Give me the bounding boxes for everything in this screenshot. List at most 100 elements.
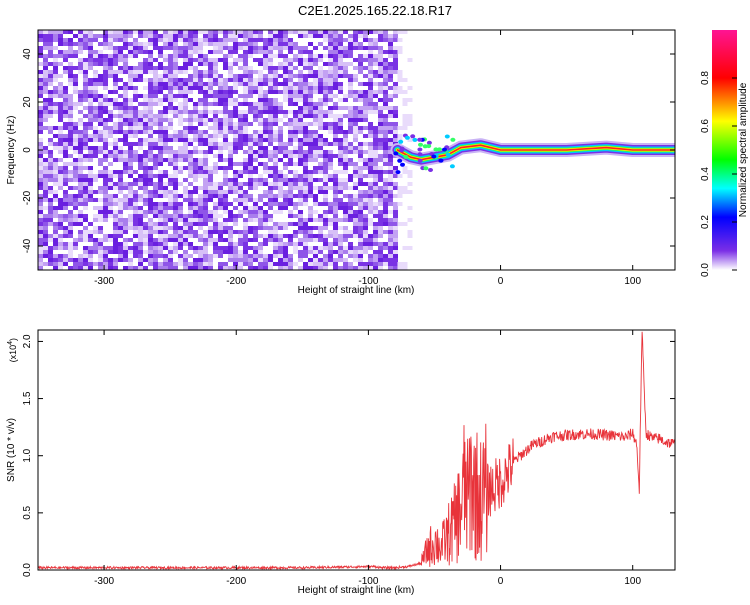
- heatmap-cell: [283, 222, 288, 226]
- heatmap-cell: [263, 110, 268, 114]
- heatmap-cell: [133, 218, 138, 222]
- heatmap-cell: [313, 150, 318, 154]
- heatmap-cell: [193, 74, 198, 78]
- heatmap-cell: [208, 142, 213, 146]
- heatmap-cell: [273, 98, 278, 102]
- heatmap-cell: [203, 202, 208, 206]
- heatmap-cell: [193, 106, 198, 110]
- heatmap-cell: [373, 186, 378, 190]
- heatmap-cell: [368, 66, 373, 70]
- heatmap-cell: [103, 154, 108, 158]
- heatmap-cell: [48, 102, 53, 106]
- heatmap-cell: [118, 70, 123, 74]
- heatmap-cell: [183, 198, 188, 202]
- heatmap-cell: [233, 110, 238, 114]
- heatmap-cell: [228, 142, 233, 146]
- heatmap-cell: [208, 42, 213, 46]
- heatmap-cell: [308, 250, 313, 254]
- heatmap-cell: [388, 262, 393, 266]
- heatmap-cell: [38, 130, 43, 134]
- heatmap-cell: [393, 38, 398, 42]
- heatmap-cell: [83, 134, 88, 138]
- heatmap-cell: [273, 226, 278, 230]
- heatmap-cell: [178, 234, 183, 238]
- heatmap-cell: [188, 218, 193, 222]
- heatmap-cell: [263, 46, 268, 50]
- heatmap-cell: [98, 106, 103, 110]
- x-tick-label: -200: [226, 276, 246, 287]
- heatmap-cell: [388, 174, 393, 178]
- heatmap-cell: [128, 266, 133, 270]
- heatmap-cell: [383, 218, 388, 222]
- heatmap-cell: [53, 162, 58, 166]
- heatmap-cell: [273, 46, 278, 50]
- heatmap-cell: [378, 174, 383, 178]
- heatmap-cell: [303, 62, 308, 66]
- heatmap-cell: [53, 30, 58, 34]
- heatmap-cell: [58, 206, 63, 210]
- heatmap-cell: [373, 226, 378, 230]
- heatmap-cell: [143, 258, 148, 262]
- heatmap-cell: [238, 142, 243, 146]
- heatmap-cell: [258, 258, 263, 262]
- heatmap-cell: [378, 258, 383, 262]
- heatmap-cell: [407, 138, 413, 142]
- heatmap-cell: [108, 114, 113, 118]
- colorbar-label: Normalized spectral amplitude: [738, 82, 749, 217]
- heatmap-cell: [153, 46, 158, 50]
- heatmap-cell: [273, 110, 278, 114]
- heatmap-cell: [188, 90, 193, 94]
- heatmap-cell: [98, 58, 103, 62]
- heatmap-cell: [333, 134, 338, 138]
- heatmap-cell: [88, 154, 93, 158]
- heatmap-cell: [253, 38, 258, 42]
- heatmap-cell: [238, 126, 243, 130]
- heatmap-cell: [397, 50, 403, 54]
- heatmap-cell: [98, 226, 103, 230]
- heatmap-cell: [138, 258, 143, 262]
- heatmap-cell: [198, 82, 203, 86]
- heatmap-cell: [348, 130, 353, 134]
- heatmap-cell: [253, 86, 258, 90]
- heatmap-cell: [103, 258, 108, 262]
- heatmap-cell: [228, 258, 233, 262]
- heatmap-cell: [268, 74, 273, 78]
- heatmap-cell: [73, 266, 78, 270]
- heatmap-cell: [258, 146, 263, 150]
- heatmap-cell: [223, 170, 228, 174]
- heatmap-cell: [323, 46, 328, 50]
- heatmap-cell: [58, 102, 63, 106]
- heatmap-cell: [338, 158, 343, 162]
- heatmap-cell: [218, 194, 223, 198]
- heatmap-cell: [348, 158, 353, 162]
- heatmap-cell: [148, 82, 153, 86]
- heatmap-cell: [183, 66, 188, 70]
- heatmap-cell: [228, 230, 233, 234]
- heatmap-cell: [328, 54, 333, 58]
- heatmap-cell: [183, 106, 188, 110]
- heatmap-cell: [68, 82, 73, 86]
- heatmap-cell: [38, 234, 43, 238]
- heatmap-cell: [188, 142, 193, 146]
- heatmap-cell: [308, 230, 313, 234]
- heatmap-cell: [143, 190, 148, 194]
- heatmap-cell: [98, 230, 103, 234]
- heatmap-cell: [323, 258, 328, 262]
- heatmap-cell: [78, 46, 83, 50]
- heatmap-cell: [153, 98, 158, 102]
- heatmap-cell: [248, 38, 253, 42]
- heatmap-cell: [143, 130, 148, 134]
- heatmap-cell: [148, 210, 153, 214]
- heatmap-cell: [193, 58, 198, 62]
- heatmap-cell: [283, 194, 288, 198]
- heatmap-cell: [148, 166, 153, 170]
- heatmap-cell: [248, 178, 253, 182]
- heatmap-cell: [223, 46, 228, 50]
- heatmap-cell: [338, 138, 343, 142]
- heatmap-cell: [313, 142, 318, 146]
- heatmap-cell: [58, 50, 63, 54]
- heatmap-cell: [143, 174, 148, 178]
- heatmap-cell: [407, 190, 413, 194]
- heatmap-cell: [138, 34, 143, 38]
- signal-track-blob: [395, 170, 401, 175]
